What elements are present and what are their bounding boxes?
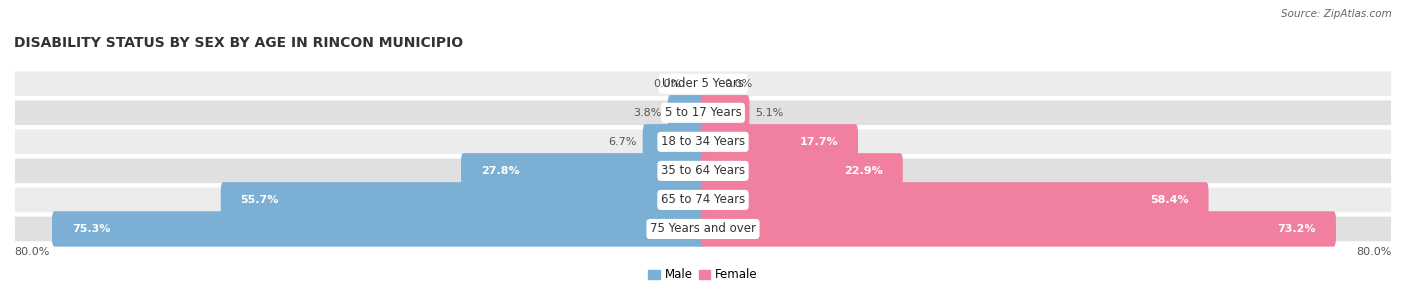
Text: 73.2%: 73.2% bbox=[1278, 224, 1316, 234]
FancyBboxPatch shape bbox=[700, 153, 903, 188]
FancyBboxPatch shape bbox=[461, 153, 706, 188]
FancyBboxPatch shape bbox=[14, 157, 1392, 184]
Text: 0.0%: 0.0% bbox=[654, 79, 682, 89]
Text: 75.3%: 75.3% bbox=[72, 224, 110, 234]
FancyBboxPatch shape bbox=[700, 124, 858, 160]
Text: Under 5 Years: Under 5 Years bbox=[662, 77, 744, 90]
Text: Source: ZipAtlas.com: Source: ZipAtlas.com bbox=[1281, 9, 1392, 19]
Text: 80.0%: 80.0% bbox=[1357, 247, 1392, 257]
FancyBboxPatch shape bbox=[14, 99, 1392, 126]
FancyBboxPatch shape bbox=[700, 95, 749, 130]
Legend: Male, Female: Male, Female bbox=[644, 264, 762, 286]
Text: 3.8%: 3.8% bbox=[633, 108, 662, 118]
Text: 6.7%: 6.7% bbox=[609, 137, 637, 147]
Text: 22.9%: 22.9% bbox=[844, 166, 883, 176]
FancyBboxPatch shape bbox=[700, 211, 1336, 247]
Text: 0.0%: 0.0% bbox=[724, 79, 752, 89]
Text: 55.7%: 55.7% bbox=[240, 195, 278, 205]
Text: DISABILITY STATUS BY SEX BY AGE IN RINCON MUNICIPIO: DISABILITY STATUS BY SEX BY AGE IN RINCO… bbox=[14, 36, 463, 50]
Text: 5 to 17 Years: 5 to 17 Years bbox=[665, 106, 741, 119]
FancyBboxPatch shape bbox=[668, 95, 706, 130]
FancyBboxPatch shape bbox=[14, 129, 1392, 155]
Text: 5.1%: 5.1% bbox=[755, 108, 783, 118]
FancyBboxPatch shape bbox=[14, 71, 1392, 97]
FancyBboxPatch shape bbox=[643, 124, 706, 160]
Text: 65 to 74 Years: 65 to 74 Years bbox=[661, 193, 745, 206]
FancyBboxPatch shape bbox=[14, 216, 1392, 242]
FancyBboxPatch shape bbox=[221, 182, 706, 218]
Text: 17.7%: 17.7% bbox=[800, 137, 838, 147]
FancyBboxPatch shape bbox=[700, 182, 1209, 218]
Text: 80.0%: 80.0% bbox=[14, 247, 49, 257]
Text: 27.8%: 27.8% bbox=[481, 166, 519, 176]
Text: 18 to 34 Years: 18 to 34 Years bbox=[661, 135, 745, 148]
FancyBboxPatch shape bbox=[52, 211, 706, 247]
Text: 35 to 64 Years: 35 to 64 Years bbox=[661, 164, 745, 177]
Text: 58.4%: 58.4% bbox=[1150, 195, 1188, 205]
FancyBboxPatch shape bbox=[14, 187, 1392, 213]
Text: 75 Years and over: 75 Years and over bbox=[650, 223, 756, 236]
